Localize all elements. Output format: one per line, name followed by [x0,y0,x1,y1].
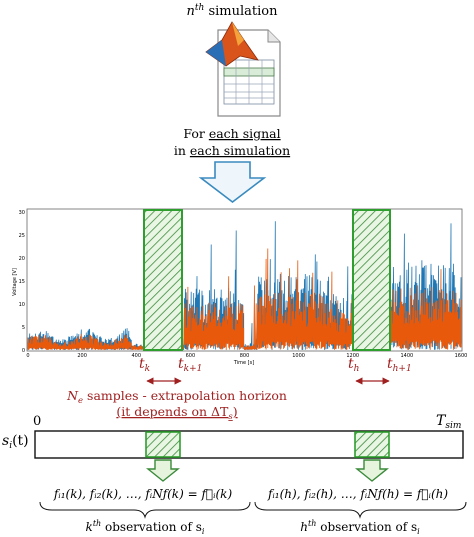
x-tick-labels: 0 200 400 600 800 1000 1200 1400 1600 [26,353,467,359]
x-tick-label: 1200 [346,353,359,359]
down-arrow-h-icon [355,459,389,482]
y-tick-label: 0 [22,348,25,354]
timeline-tsim: Tsim [436,413,461,431]
x-tick-label: 1600 [455,353,468,359]
simulation-title: nth simulation [187,3,279,19]
y-tick-labels: 30 25 20 15 10 5 0 [19,210,25,354]
down-arrow-k-icon [146,459,180,482]
window-h-timeline [354,431,390,458]
y-tick-label: 30 [19,210,25,216]
horizon-line2: (it depends on ΔTs) [116,404,237,422]
label-th: th [348,356,359,374]
x-tick-label: 400 [131,353,141,359]
x-axis-label: Time [s] [233,360,254,366]
x-tick-label: 800 [240,353,250,359]
horizon-line1: Ne samples - extrapolation horizon [66,388,287,406]
x-tick-label: 1000 [292,353,305,359]
label-th1: th+1 [387,356,412,374]
for-each-signal-line1: For each signal [183,126,280,141]
label-tk1: tk+1 [178,356,202,374]
window-k-timeline [145,431,181,458]
signal-label: si(t) [2,433,29,451]
observation-k: kth observation of si [86,519,205,536]
x-tick-label: 200 [77,353,87,359]
x-tick-label: 0 [26,353,29,359]
y-tick-label: 20 [19,256,25,262]
observation-h: hth observation of si [300,519,420,536]
for-each-signal-line2: in each simulation [174,143,290,158]
y-tick-label: 10 [19,302,25,308]
timeline-bar [34,430,464,459]
y-tick-label: 5 [22,325,25,331]
brace-h [254,501,467,519]
y-tick-label: 25 [19,233,25,239]
x-tick-label: 1400 [401,353,414,359]
label-tk: tk [139,356,150,374]
y-tick-label: 15 [19,279,25,285]
down-arrow-icon [198,161,267,204]
y-axis-label: Voltage [V] [12,268,18,296]
x-tick-label: 600 [186,353,196,359]
window-k-chart [143,209,183,351]
feature-vector-h: fᵢ₁(h), fᵢ₂(h), …, fᵢNƒ(h) = f⃗ᵢ(h) [267,487,448,501]
brace-k [39,501,251,519]
window-h-chart [352,209,391,351]
timeline-zero: 0 [33,414,41,429]
matlab-spreadsheet-icon [205,21,281,117]
feature-vector-k: fᵢ₁(k), fᵢ₂(k), …, fᵢNƒ(k) = f⃗ᵢ(k) [53,487,233,501]
